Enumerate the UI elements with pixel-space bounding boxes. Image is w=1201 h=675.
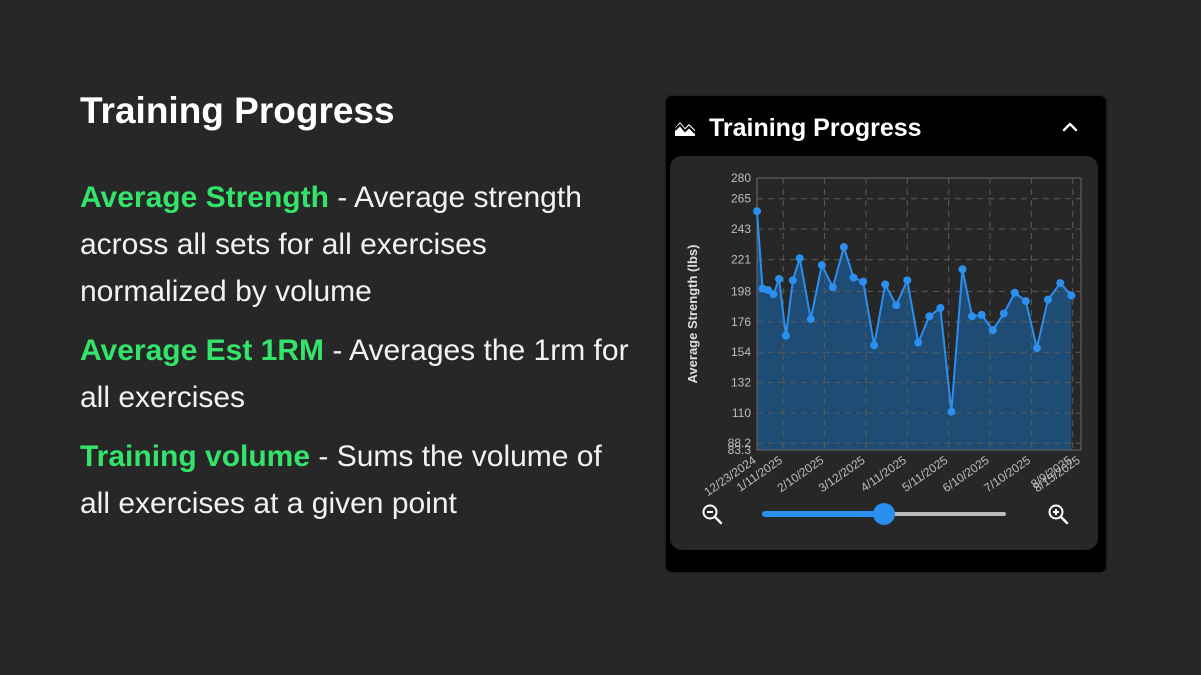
zoom-out-icon[interactable] bbox=[700, 502, 724, 526]
strength-chart: 83.388.211013215417619822124326528012/23… bbox=[685, 171, 1083, 496]
term-average-est-1rm: Average Est 1RM bbox=[80, 334, 324, 367]
series-area bbox=[757, 211, 1072, 450]
data-point bbox=[947, 407, 956, 416]
intro-panel: Training Progress Average Strength - Ave… bbox=[80, 88, 640, 539]
data-point bbox=[1032, 344, 1041, 353]
card-header: Training Progress bbox=[666, 96, 1106, 154]
data-point bbox=[999, 309, 1008, 318]
y-tick-label: 280 bbox=[731, 171, 751, 185]
data-point bbox=[1056, 279, 1065, 288]
data-point bbox=[977, 310, 986, 319]
description-average-est-1rm: - Averages the 1rm for all exercises bbox=[80, 334, 629, 414]
data-point bbox=[806, 315, 815, 324]
x-tick-label: 4/11/2025 bbox=[858, 453, 909, 495]
data-point bbox=[828, 283, 837, 292]
data-point bbox=[1067, 291, 1076, 300]
data-point bbox=[775, 274, 784, 283]
zoom-in-icon[interactable] bbox=[1046, 502, 1070, 526]
area-chart-icon bbox=[674, 122, 696, 136]
data-point bbox=[788, 276, 797, 285]
data-point bbox=[817, 261, 826, 270]
y-tick-label: 154 bbox=[731, 345, 751, 359]
data-point bbox=[936, 303, 945, 312]
data-point bbox=[958, 265, 967, 274]
data-point bbox=[903, 276, 912, 285]
y-tick-label: 221 bbox=[731, 253, 751, 267]
term-average-strength: Average Strength bbox=[80, 181, 329, 214]
data-point bbox=[859, 277, 868, 286]
description-training-volume: - Sums the volume of all exercises at a … bbox=[80, 440, 602, 520]
data-point bbox=[839, 243, 848, 252]
data-point bbox=[764, 286, 773, 295]
data-point bbox=[753, 207, 761, 216]
chevron-up-icon[interactable] bbox=[1058, 118, 1082, 136]
data-point bbox=[769, 290, 778, 299]
training-progress-card: Training Progress 83.3 88.2 110 132 154 176 19… bbox=[666, 96, 1106, 572]
data-point bbox=[914, 338, 923, 347]
y-tick-label: 132 bbox=[731, 376, 751, 390]
data-point bbox=[795, 254, 804, 263]
data-point bbox=[870, 341, 879, 350]
x-tick-label: 3/12/2025 bbox=[816, 453, 868, 495]
data-point bbox=[781, 331, 790, 340]
data-point bbox=[1010, 288, 1019, 297]
zoom-slider[interactable] bbox=[762, 502, 1006, 526]
intro-item-training-volume: Training volume - Sums the volume of all… bbox=[80, 433, 640, 527]
chart-panel: 83.3 88.2 110 132 154 176 198 221 243 265 280 12/23… bbox=[670, 156, 1098, 550]
term-training-volume: Training volume bbox=[80, 440, 311, 473]
zoom-slider-fill bbox=[762, 511, 884, 517]
y-tick-label: 110 bbox=[732, 406, 751, 420]
intro-item-average-strength: Average Strength - Average strength acro… bbox=[80, 174, 640, 315]
y-tick-label: 265 bbox=[731, 192, 751, 206]
y-tick-label: 243 bbox=[731, 222, 751, 236]
plot-frame bbox=[756, 177, 1082, 451]
description-average-strength: - Average strength across all sets for a… bbox=[80, 181, 582, 308]
data-point bbox=[1043, 295, 1052, 304]
zoom-slider-thumb[interactable] bbox=[873, 503, 895, 525]
card-title: Training Progress bbox=[709, 114, 922, 142]
x-tick-label: 7/10/2025 bbox=[981, 453, 1033, 495]
data-point bbox=[849, 273, 858, 282]
data-point bbox=[892, 301, 901, 310]
intro-item-average-est-1rm: Average Est 1RM - Averages the 1rm for a… bbox=[80, 327, 640, 421]
data-point bbox=[1021, 297, 1030, 306]
data-point bbox=[925, 312, 934, 321]
y-tick-label: 198 bbox=[731, 284, 751, 298]
data-point bbox=[968, 312, 977, 321]
y-tick-label: 176 bbox=[731, 315, 751, 329]
y-tick-label: 88.2 bbox=[728, 436, 752, 450]
intro-heading: Training Progress bbox=[80, 90, 395, 131]
y-tick-label: 83.3 bbox=[728, 443, 752, 457]
data-point bbox=[881, 280, 890, 289]
data-point bbox=[988, 326, 997, 335]
y-axis-title: Average Strength (lbs) bbox=[685, 245, 700, 384]
